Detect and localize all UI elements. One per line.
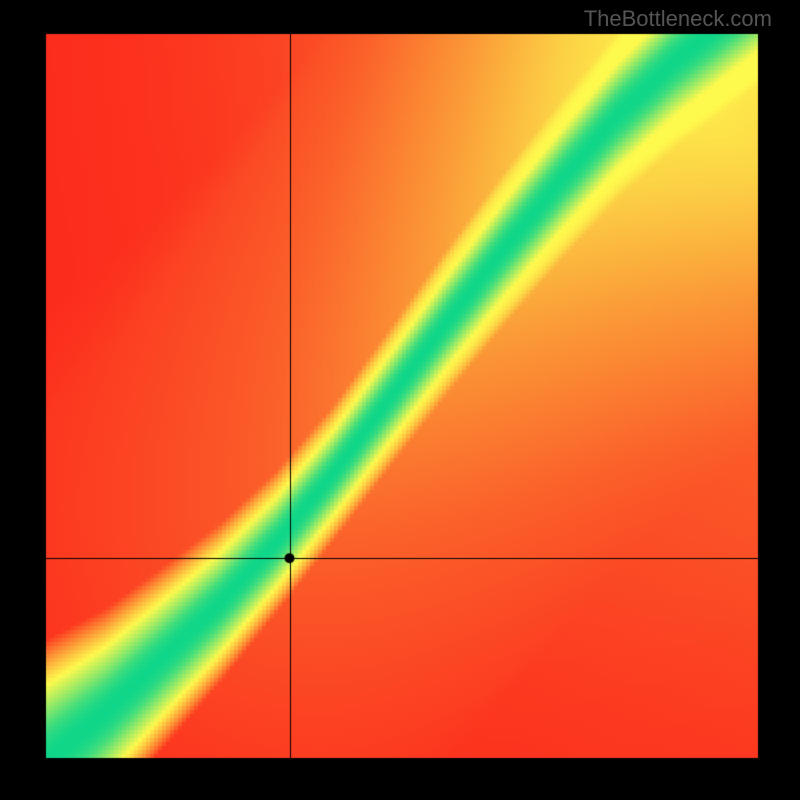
watermark-text: TheBottleneck.com xyxy=(584,6,772,32)
chart-container: TheBottleneck.com xyxy=(0,0,800,800)
bottleneck-heatmap xyxy=(0,0,800,800)
